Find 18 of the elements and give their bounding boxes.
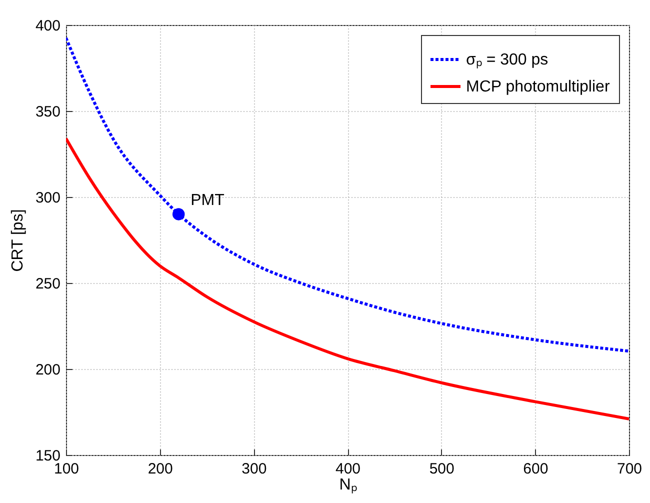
legend-label: σₚ = 300 ps xyxy=(466,52,548,68)
y-tick-label: 300 xyxy=(35,190,60,206)
x-axis-title: Nₚ xyxy=(339,476,357,494)
line-series xyxy=(66,137,629,420)
y-tick-label: 250 xyxy=(35,276,60,292)
x-tick-label: 200 xyxy=(148,460,173,478)
y-tick-label: 200 xyxy=(35,362,60,378)
legend-label: MCP photomultiplier xyxy=(466,78,610,96)
x-tick-label: 400 xyxy=(335,460,361,478)
x-tick-label: 500 xyxy=(429,460,454,478)
y-axis-title: CRT [ps] xyxy=(9,209,26,272)
x-tick-label: 600 xyxy=(523,460,548,478)
annotation: PMT xyxy=(190,192,225,210)
y-tick-label: 350 xyxy=(35,104,60,120)
x-tick-label: 300 xyxy=(242,460,267,478)
x-tick-label: 700 xyxy=(616,460,642,478)
line-series xyxy=(66,36,629,353)
y-tick-label: 400 xyxy=(35,18,60,34)
